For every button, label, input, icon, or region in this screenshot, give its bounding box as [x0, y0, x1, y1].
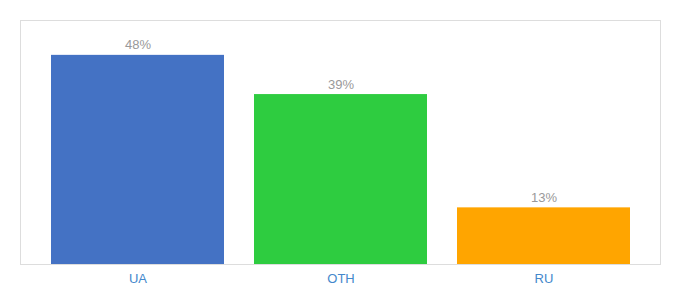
- svg-text:OTH: OTH: [327, 271, 354, 286]
- svg-text:48%: 48%: [125, 37, 151, 52]
- svg-text:39%: 39%: [328, 77, 354, 92]
- svg-text:13%: 13%: [531, 190, 557, 205]
- svg-text:RU: RU: [535, 271, 554, 286]
- svg-text:UA: UA: [129, 271, 147, 286]
